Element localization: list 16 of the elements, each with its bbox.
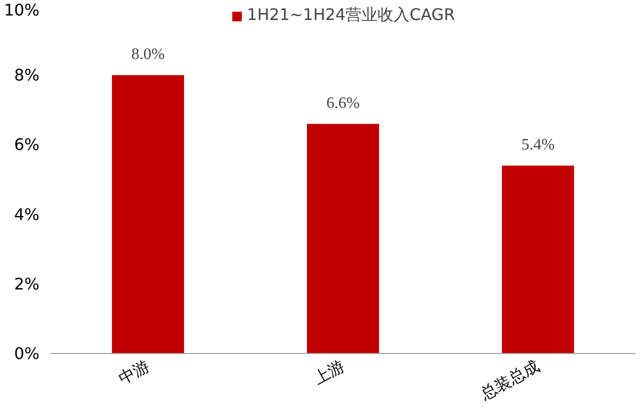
y-tick-label: 4% xyxy=(14,204,40,224)
data-label: 6.6% xyxy=(326,94,360,112)
bar xyxy=(306,124,380,354)
x-tick-label: 中游 xyxy=(115,356,153,388)
data-label: 8.0% xyxy=(131,46,165,64)
y-tick-label: 0% xyxy=(14,344,40,363)
y-tick-label: 10% xyxy=(4,0,40,20)
bar xyxy=(502,166,574,354)
y-tick-label: 8% xyxy=(14,66,40,85)
legend-label: 1H21~1H24营业收入CAGR xyxy=(247,5,455,26)
data-label: 5.4% xyxy=(521,136,555,154)
x-tick-label: 上游 xyxy=(310,356,348,388)
y-tick-label: 2% xyxy=(14,274,40,294)
bar xyxy=(112,75,184,354)
y-tick-label: 6% xyxy=(14,135,40,154)
x-tick-label: 总装总成 xyxy=(476,356,543,404)
